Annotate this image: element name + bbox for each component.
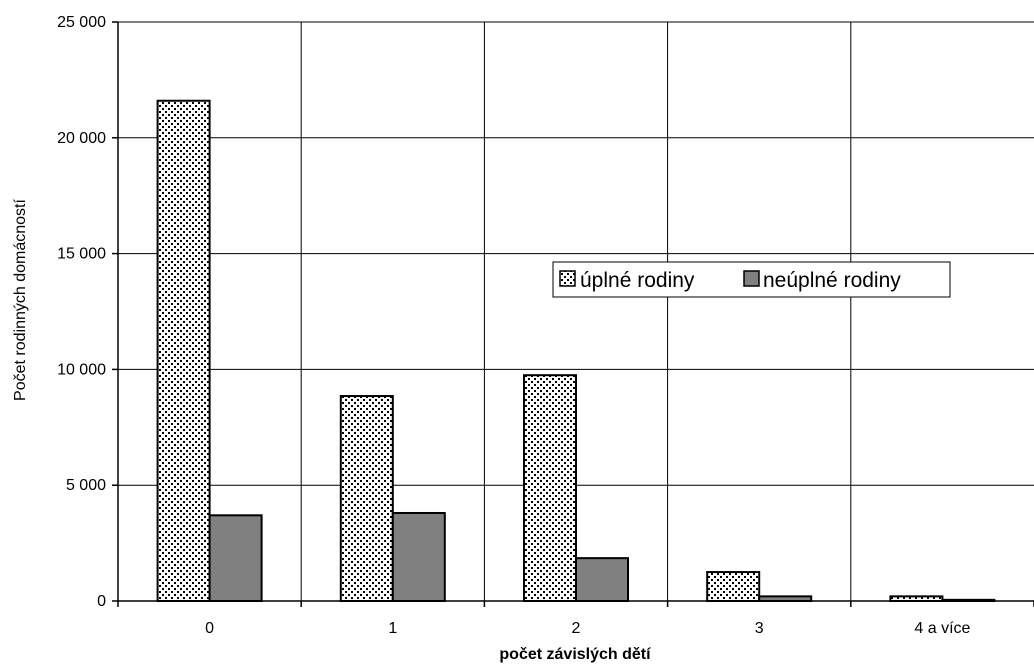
- y-tick-label-4: 20 000: [57, 130, 106, 147]
- gridlines: [118, 21, 1034, 601]
- legend-swatch-neuplne: [743, 270, 760, 287]
- x-tick-label-3: 3: [755, 620, 764, 637]
- bar-uplne-1: [339, 395, 394, 602]
- x-tick-label-1: 1: [388, 620, 397, 637]
- tick-labels-group: 0 5 000 10 000 15 000 20 000 25 000 0 1 2 3 4 a ví…: [57, 14, 970, 637]
- y-axis-title: Počet rodinných domácností: [12, 199, 29, 401]
- legend-label-uplne: úplné rodiny: [580, 269, 695, 292]
- y-tick-label-0: 0: [97, 593, 106, 610]
- axes-group: [112, 21, 1034, 607]
- x-tick-label-4: 4 a více: [914, 620, 970, 637]
- bars-group: [156, 99, 996, 603]
- y-tick-label-2: 10 000: [57, 361, 106, 378]
- bar-neuplne-1: [391, 511, 446, 603]
- bar-neuplne-2: [575, 557, 629, 602]
- x-tick-label-0: 0: [205, 620, 214, 637]
- legend-swatch-uplne: [559, 270, 576, 287]
- y-tick-label-1: 5 000: [66, 477, 106, 494]
- bar-uplne-3: [706, 571, 761, 602]
- legend: úplné rodiny neúplné rodiny: [552, 261, 951, 298]
- x-tick-label-2: 2: [572, 620, 581, 637]
- legend-label-neuplne: neúplné rodiny: [763, 269, 901, 292]
- x-axis-title: počet závislých dětí: [499, 646, 651, 663]
- bar-uplne-0: [156, 99, 211, 603]
- bar-neuplne-0: [208, 514, 263, 602]
- y-tick-label-3: 15 000: [57, 246, 106, 263]
- bar-uplne-2: [523, 374, 577, 602]
- y-tick-label-5: 25 000: [57, 14, 106, 31]
